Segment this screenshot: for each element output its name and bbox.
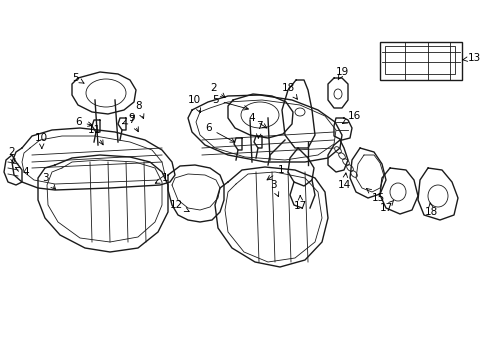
Text: 8: 8	[135, 101, 143, 118]
Text: 4: 4	[15, 167, 29, 177]
Text: 3: 3	[269, 180, 278, 197]
Text: 9: 9	[128, 113, 138, 132]
Text: 2: 2	[209, 83, 224, 98]
Text: 4: 4	[247, 113, 266, 128]
Text: 17: 17	[293, 195, 306, 211]
Text: 7: 7	[256, 121, 262, 138]
Text: 16: 16	[342, 111, 361, 123]
Text: 6: 6	[204, 123, 234, 142]
Bar	[384, 46, 454, 74]
Text: 7: 7	[122, 115, 134, 125]
Text: 1: 1	[266, 165, 284, 180]
Text: 12: 12	[170, 200, 189, 212]
Text: 18: 18	[282, 83, 297, 99]
Text: 14: 14	[337, 173, 350, 190]
Bar	[379, 42, 461, 80]
Text: 13: 13	[462, 53, 480, 63]
Text: 6: 6	[75, 117, 92, 127]
Text: 11: 11	[88, 125, 103, 145]
Text: 1: 1	[155, 173, 168, 183]
Text: 15: 15	[366, 189, 385, 203]
Text: 10: 10	[187, 95, 201, 113]
Text: 2: 2	[8, 147, 15, 163]
Text: 5: 5	[72, 73, 84, 83]
Text: 19: 19	[335, 67, 348, 80]
Text: 5: 5	[212, 95, 248, 110]
Text: 3: 3	[42, 173, 56, 189]
Text: 10: 10	[35, 133, 48, 149]
Text: 18: 18	[424, 203, 437, 217]
Text: 17: 17	[379, 200, 393, 213]
